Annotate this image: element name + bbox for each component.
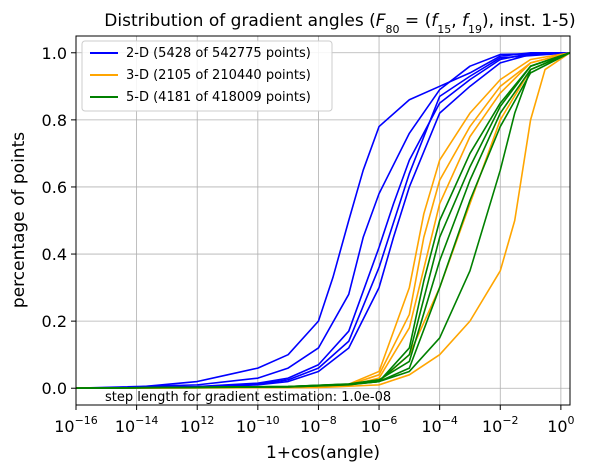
x-axis-label: 1+cos(angle) <box>266 443 380 463</box>
y-tick-label: 0.0 <box>42 379 67 398</box>
x-tick-label: 10−2 <box>482 414 519 436</box>
plot-frame <box>75 35 571 406</box>
x-tick-label: 10−8 <box>300 414 337 436</box>
x-tick-label: 10−4 <box>421 414 458 436</box>
series-1-instance-5 <box>75 52 571 390</box>
chart-title: Distribution of gradient angles (F80 = (… <box>104 11 575 36</box>
y-tick-label: 0.8 <box>42 111 67 130</box>
y-tick-label: 0.4 <box>42 245 67 264</box>
series-0-instance-4 <box>75 51 571 390</box>
y-tick-label: 0.2 <box>42 312 67 331</box>
axis-ticks: 10−16 10−14 1012 10−10 10−8 10−6 10−4 10−2 100 0.… <box>42 44 575 436</box>
legend-box <box>81 40 333 112</box>
legend-entry-3d: 3-D (2105 of 210440 points) <box>126 68 311 83</box>
series-0-instance-1 <box>75 51 570 390</box>
series-2-instance-5 <box>75 52 571 390</box>
legend: 2-D (5428 of 542775 points) 3-D (2105 of… <box>81 40 333 112</box>
series-0 <box>75 51 571 390</box>
series-0-instance-2 <box>75 51 571 390</box>
x-tick-label: 1012 <box>180 414 214 436</box>
x-tick-label: 10−16 <box>54 414 98 436</box>
x-tick-label: 10−14 <box>115 414 159 436</box>
series-0-instance-3 <box>75 51 571 390</box>
chart-title-prefix: Distribution of gradient angles ( <box>104 11 375 31</box>
legend-entry-2d: 2-D (5428 of 542775 points) <box>126 46 311 61</box>
y-tick-label: 0.6 <box>42 178 67 197</box>
step-length-annotation: step length for gradient estimation: 1.0… <box>105 390 391 405</box>
x-tick-label: 10−10 <box>236 414 280 436</box>
x-tick-label: 10−6 <box>361 414 398 436</box>
chart-title-suffix: , inst. 1-5) <box>489 11 576 31</box>
series-0-instance-5 <box>75 51 571 390</box>
y-tick-label: 1.0 <box>42 44 67 63</box>
series-2 <box>75 52 571 390</box>
legend-entry-5d: 5-D (4181 of 418009 points) <box>126 90 311 105</box>
x-tick-label: 100 <box>547 414 574 436</box>
series-lines <box>75 51 571 390</box>
y-axis-label: percentage of points <box>9 132 29 308</box>
